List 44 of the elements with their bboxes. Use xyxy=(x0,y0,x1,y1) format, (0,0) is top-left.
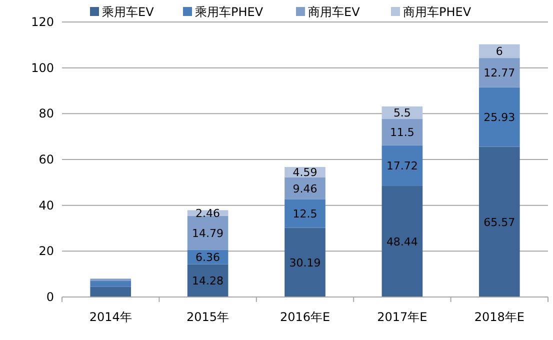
y-tick-label: 0 xyxy=(46,290,54,304)
bar xyxy=(90,286,132,297)
bar xyxy=(187,216,228,250)
y-tick-label: 120 xyxy=(31,15,54,29)
y-tick-label: 60 xyxy=(38,152,54,166)
data-label: 5.5 xyxy=(393,106,411,120)
data-label: 48.44 xyxy=(386,235,418,248)
bar xyxy=(284,199,326,228)
data-label: 6 xyxy=(496,45,503,58)
x-tick-label: 2014年 xyxy=(89,310,132,324)
data-label: 12.5 xyxy=(292,207,318,220)
legend-label: 乘用车PHEV xyxy=(195,5,264,19)
y-tick-label: 80 xyxy=(38,106,54,121)
x-tick-label: 2016年E xyxy=(280,310,330,324)
data-label: 11.5 xyxy=(390,126,414,140)
data-label: 65.57 xyxy=(484,216,516,229)
data-label: 14.28 xyxy=(192,274,224,288)
bar xyxy=(478,146,520,297)
legend-label: 商用车EV xyxy=(308,5,361,19)
bar xyxy=(382,186,423,297)
bar xyxy=(478,87,520,147)
data-label: 30.19 xyxy=(289,256,321,270)
bar xyxy=(90,280,132,287)
x-tick-label: 2015年 xyxy=(186,310,230,324)
legend-label: 商用车PHEV xyxy=(403,5,472,19)
y-tick-label: 100 xyxy=(31,60,54,75)
data-label: 12.77 xyxy=(484,66,516,80)
y-tick-label: 40 xyxy=(38,198,54,212)
data-label: 25.93 xyxy=(484,111,516,124)
data-label: 4.59 xyxy=(292,166,318,180)
legend-label: 乘用车EV xyxy=(102,5,155,19)
bar xyxy=(382,119,423,146)
data-label: 14.79 xyxy=(192,226,224,240)
data-label: 9.46 xyxy=(292,182,318,196)
x-tick-label: 2017年E xyxy=(377,310,428,324)
data-label: 2.46 xyxy=(196,206,220,220)
data-label: 6.36 xyxy=(196,250,220,264)
bar xyxy=(284,228,326,297)
bar xyxy=(478,44,520,58)
bar xyxy=(478,58,520,88)
x-tick-label: 2018年E xyxy=(474,310,524,324)
bar xyxy=(382,145,423,186)
data-label: 17.72 xyxy=(386,160,418,173)
y-tick-label: 20 xyxy=(38,244,54,258)
